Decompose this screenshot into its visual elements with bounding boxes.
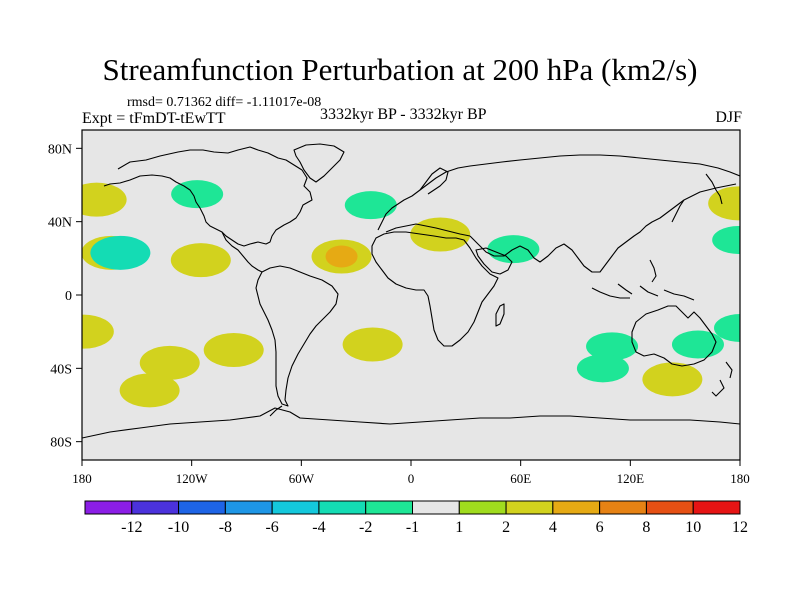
colorbar-label: -4 — [312, 519, 325, 536]
anomaly-region-11 — [642, 362, 703, 397]
coast-asia-south — [469, 183, 737, 273]
colorbar-box — [692, 500, 741, 515]
lon-label: 180 — [730, 471, 750, 486]
lat-label: 0 — [65, 289, 72, 304]
colorbar-label: 10 — [685, 519, 701, 536]
coast-arabia — [475, 247, 513, 275]
colorbar-box — [412, 500, 460, 515]
colorbar-label: 1 — [455, 519, 463, 536]
anomaly-region-6 — [325, 245, 358, 268]
coast-madagascar — [495, 303, 505, 327]
map-background — [82, 130, 740, 460]
colorbar-label: 4 — [549, 519, 557, 536]
anomaly-region-2 — [90, 235, 151, 270]
coast-south-america — [255, 265, 339, 407]
colorbar-label: -6 — [265, 519, 278, 536]
colorbar-box — [224, 500, 273, 515]
lon-label: 60W — [289, 471, 315, 486]
coast-gulf — [221, 231, 263, 273]
colorbar-label: -1 — [406, 519, 419, 536]
anomaly-region-7 — [344, 191, 397, 220]
colorbar-label: -10 — [168, 519, 189, 536]
lon-label: 60E — [510, 471, 531, 486]
coast-indonesia — [591, 283, 695, 301]
colorbar-label: 2 — [502, 519, 510, 536]
longitude-labels: 180 120W 60W 0 60E 120E 180 — [72, 471, 750, 486]
lon-label: 180 — [72, 471, 92, 486]
coast-antarctic-peninsula — [269, 405, 283, 417]
axis-ticks — [76, 147, 741, 466]
lon-label: 0 — [408, 471, 415, 486]
coast-africa — [371, 231, 499, 347]
coast-antarctica — [82, 407, 740, 439]
anomaly-region-19 — [82, 314, 114, 349]
anomaly-region-3 — [171, 180, 224, 209]
colorbar: -12 -10 -8 -6 -4 -2 -1 1 2 4 6 8 10 12 — [84, 500, 748, 536]
colorbar-box — [178, 500, 226, 515]
lat-label: 40N — [48, 216, 72, 231]
coast-australia — [631, 305, 717, 367]
colorbar-box — [599, 500, 647, 515]
season-label: DJF — [715, 109, 742, 126]
anomaly-region-0 — [82, 182, 127, 217]
colorbar-label: 8 — [642, 519, 650, 536]
coast-philippines — [649, 259, 657, 283]
experiment-label: Expt = tFmDT-tEwTT — [82, 110, 226, 127]
colorbar-label: -12 — [121, 519, 142, 536]
anomaly-region-14 — [119, 373, 180, 408]
colorbar-label: -2 — [359, 519, 372, 536]
period-label: 3332kyr BP - 3332kyr BP — [320, 106, 487, 123]
colorbar-label: -8 — [219, 519, 232, 536]
stats-label: rmsd= 0.71362 diff= -1.11017e-08 — [127, 95, 322, 110]
colorbar-box — [365, 500, 414, 515]
coast-kamchatka — [705, 173, 723, 205]
colorbar-box — [552, 500, 601, 515]
colorbar-box — [505, 500, 554, 515]
colorbar-box — [458, 500, 507, 515]
colorbar-box — [84, 500, 133, 515]
chart-title: Streamfunction Perturbation at 200 hPa (… — [102, 52, 698, 87]
coast-scandinavia — [419, 167, 449, 195]
anomaly-region-8 — [586, 332, 639, 361]
colorbar-box — [131, 500, 180, 515]
colorbar-label: 12 — [732, 519, 748, 536]
lat-label: 80N — [48, 142, 72, 157]
anomaly-region-4 — [170, 243, 231, 278]
colorbar-box — [271, 500, 320, 515]
anomaly-region-12 — [671, 330, 724, 359]
lat-label: 40S — [50, 362, 72, 377]
lon-label: 120E — [617, 471, 645, 486]
coastlines — [82, 143, 740, 439]
coast-eurasia — [377, 154, 740, 231]
anomaly-region-16 — [203, 333, 264, 367]
anomaly-region-10 — [576, 354, 629, 383]
anomaly-region-17 — [708, 186, 740, 221]
coast-mediterranean-north — [385, 223, 471, 237]
lon-label: 120W — [176, 471, 209, 486]
anomaly-region-20 — [714, 314, 740, 342]
coast-new-zealand — [711, 361, 733, 397]
latitude-labels: 80N 40N 0 40S 80S — [48, 142, 72, 450]
anomaly-region-13 — [139, 345, 200, 380]
colorbar-box — [645, 500, 694, 515]
anomaly-layer — [82, 180, 740, 408]
anomaly-region-18 — [712, 226, 740, 254]
coast-japan — [671, 199, 685, 223]
coast-north-america — [103, 146, 313, 247]
colorbar-label: 6 — [596, 519, 604, 536]
colorbar-box — [318, 500, 367, 515]
anomaly-region-15 — [342, 327, 403, 362]
lat-label: 80S — [50, 436, 72, 451]
coast-greenland — [293, 143, 345, 183]
